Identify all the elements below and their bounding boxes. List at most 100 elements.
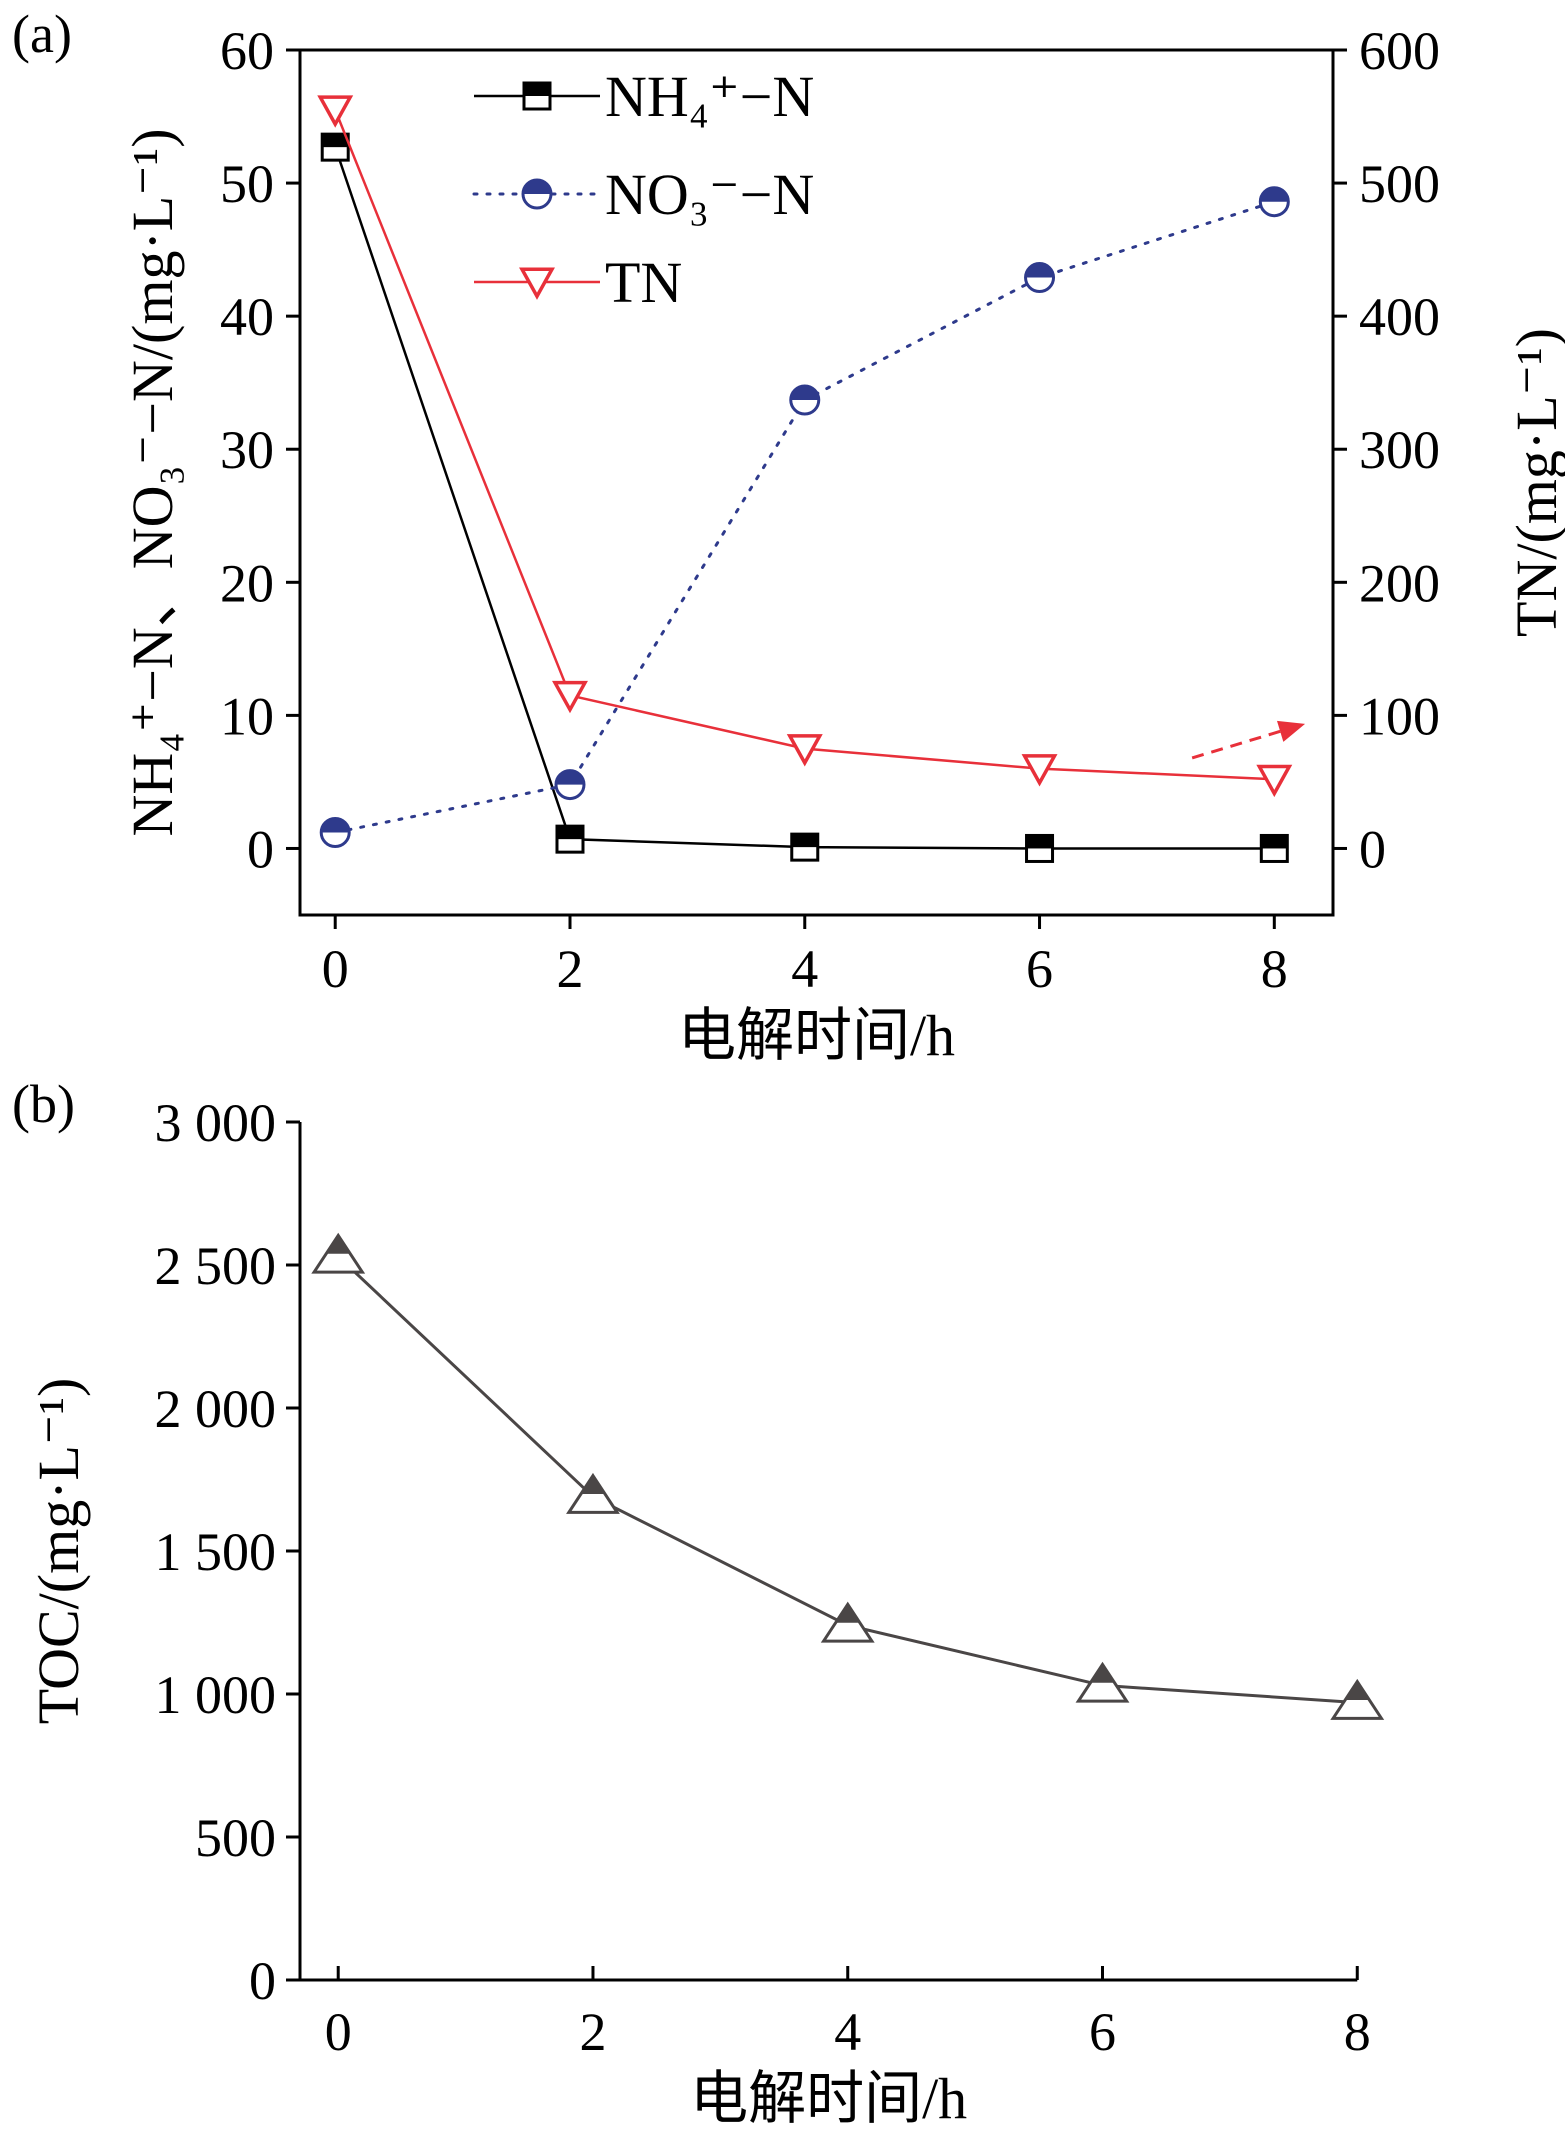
x-tick-label-a-1: 2 xyxy=(556,939,583,999)
left-y-tick-label-a-1: 10 xyxy=(220,686,274,746)
legend-marker-tn xyxy=(519,267,555,300)
point-nh-n-1-fill xyxy=(556,826,583,840)
right-y-tick-label-a-5: 500 xyxy=(1359,154,1440,214)
annotation-arrow-head xyxy=(1276,720,1306,742)
point-toc-3-fill xyxy=(1090,1664,1115,1683)
point-tn-2 xyxy=(786,734,823,767)
x-tick-label-a-0: 0 xyxy=(322,939,349,999)
point-nh-n-0 xyxy=(320,132,350,162)
left-y-tick-label-a-0: 0 xyxy=(247,819,274,879)
point-no-n-2 xyxy=(789,384,821,416)
right-y-tick-label-a-4: 400 xyxy=(1359,287,1440,347)
legend-marker-tn-outline xyxy=(519,267,555,300)
chart-panel-a: (a) 0 10 20 30 40 50 60 0 100 200 300 400 500 600 0 2… xyxy=(12,4,1565,1068)
point-toc-4-fill xyxy=(1345,1681,1370,1700)
point-no-n-0 xyxy=(319,816,351,848)
legend-marker-nh-n xyxy=(522,81,552,111)
point-toc-1 xyxy=(566,1472,620,1514)
x-axis-a: 0 2 4 6 8 xyxy=(322,915,1288,999)
legend-label-no-n: NO₃⁻−N xyxy=(605,162,814,227)
left-y-axis-a: 0 10 20 30 40 50 60 xyxy=(220,21,300,879)
series-group-b xyxy=(311,1232,1385,1720)
point-no-n-4 xyxy=(1258,186,1290,218)
legend-marker-no-n xyxy=(521,178,553,210)
point-no-n-0-fill xyxy=(321,818,350,833)
point-nh-n-4 xyxy=(1259,833,1289,863)
right-y-tick-label-a-6: 600 xyxy=(1359,21,1440,81)
point-no-n-4-fill xyxy=(1260,187,1289,202)
x-axis-label-a: 电解时间/h xyxy=(678,1003,955,1068)
legend-label-nh-n: NH₄⁺−N xyxy=(605,64,814,129)
x-tick-label-b-1: 2 xyxy=(579,2002,606,2062)
right-y-tick-label-a-1: 100 xyxy=(1359,686,1440,746)
right-y-tick-label-a-2: 200 xyxy=(1359,553,1440,613)
point-toc-0 xyxy=(311,1232,366,1274)
panel-label-b: (b) xyxy=(12,1074,75,1134)
point-tn-4 xyxy=(1256,764,1293,798)
legend-label-tn: TN xyxy=(605,250,682,315)
point-no-n-3-fill xyxy=(1025,263,1054,278)
x-axis-label-b: 电解时间/h xyxy=(690,2066,967,2131)
right-y-axis-label-a: TN/(mg·L⁻¹) xyxy=(1504,328,1565,637)
point-nh-n-0-fill xyxy=(322,134,349,148)
point-tn-3 xyxy=(1021,754,1058,787)
left-y-tick-label-a-2: 20 xyxy=(220,553,274,613)
point-nh-n-3 xyxy=(1025,833,1055,863)
point-nh-n-1 xyxy=(555,824,585,854)
y-axis-label-b: TOC/(mg·L⁻¹) xyxy=(26,1378,91,1725)
point-tn-0 xyxy=(317,95,354,128)
axes-b xyxy=(298,1122,1358,1982)
panel-label-a: (a) xyxy=(12,4,72,64)
x-axis-b: 0 2 4 6 8 xyxy=(325,1966,1371,2062)
x-tick-label-b-0: 0 xyxy=(325,2002,352,2062)
plot-frame-a xyxy=(298,48,1335,917)
left-y-tick-label-a-6: 60 xyxy=(220,21,274,81)
point-toc-1-fill xyxy=(580,1475,606,1495)
annotation-arrow xyxy=(1191,720,1306,760)
point-nh-n-4-fill xyxy=(1261,835,1288,849)
point-toc-2-fill xyxy=(835,1604,860,1623)
left-y-tick-label-a-5: 50 xyxy=(220,154,274,214)
x-tick-label-a-4: 8 xyxy=(1261,939,1288,999)
left-y-tick-label-a-3: 30 xyxy=(220,420,274,480)
point-tn-3-outline xyxy=(1021,754,1058,787)
point-tn-4-outline xyxy=(1256,764,1293,798)
point-nh-n-3-fill xyxy=(1026,835,1053,849)
y-tick-label-b-0: 0 xyxy=(249,1951,276,2011)
y-tick-label-b-5: 2 500 xyxy=(155,1236,277,1296)
x-tick-label-b-4: 8 xyxy=(1344,2002,1371,2062)
point-toc-4 xyxy=(1330,1678,1385,1720)
point-no-n-2-fill xyxy=(790,385,819,400)
point-toc-3 xyxy=(1075,1661,1130,1703)
legend-marker-nh-n-fill xyxy=(524,83,550,96)
point-toc-0-fill xyxy=(326,1235,351,1254)
annotation-arrow-shaft xyxy=(1191,729,1281,760)
right-y-tick-label-a-3: 300 xyxy=(1359,420,1440,480)
left-y-axis-label-a: NH₄⁺−N、NO₃⁻−N/(mg·L⁻¹) xyxy=(120,128,185,836)
x-tick-label-a-2: 4 xyxy=(791,939,818,999)
y-tick-label-b-1: 500 xyxy=(195,1808,276,1868)
point-no-n-1-fill xyxy=(555,770,584,785)
x-tick-label-b-2: 4 xyxy=(834,2002,861,2062)
point-tn-1 xyxy=(552,680,588,714)
y-axis-b: 0 500 1 000 1 500 2 000 2 500 3 000 xyxy=(155,1093,300,2011)
point-tn-2-outline xyxy=(786,734,823,767)
x-tick-label-a-3: 6 xyxy=(1026,939,1053,999)
point-nh-n-2-fill xyxy=(791,834,818,848)
right-y-tick-label-a-0: 0 xyxy=(1359,819,1386,879)
series-group-a xyxy=(317,95,1306,863)
y-tick-label-b-2: 1 000 xyxy=(155,1665,277,1725)
y-tick-label-b-3: 1 500 xyxy=(155,1522,277,1582)
point-no-n-1 xyxy=(554,769,586,801)
point-tn-1-outline xyxy=(552,680,588,714)
y-tick-label-b-4: 2 000 xyxy=(155,1379,277,1439)
right-y-axis-a: 0 100 200 300 400 500 600 xyxy=(1333,21,1440,879)
left-y-tick-label-a-4: 40 xyxy=(220,287,274,347)
y-tick-label-b-6: 3 000 xyxy=(155,1093,277,1153)
point-no-n-3 xyxy=(1024,262,1056,294)
point-tn-0-outline xyxy=(317,95,354,128)
x-tick-label-b-3: 6 xyxy=(1089,2002,1116,2062)
legend-a: NH₄⁺−N NO₃⁻−N TN xyxy=(472,64,814,315)
